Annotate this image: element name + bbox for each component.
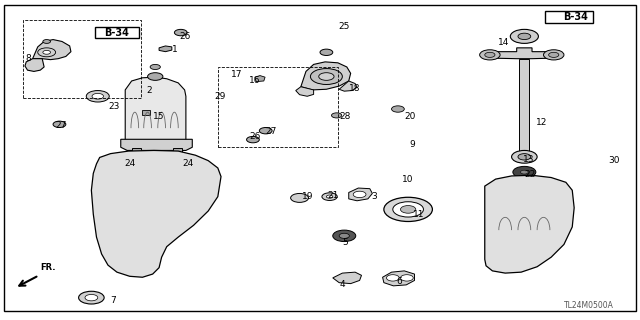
- Text: 4: 4: [339, 280, 345, 289]
- Polygon shape: [255, 76, 265, 82]
- Circle shape: [326, 195, 333, 198]
- Text: 24: 24: [182, 159, 193, 168]
- Text: B-34: B-34: [104, 28, 129, 38]
- Text: 24: 24: [125, 159, 136, 168]
- Circle shape: [174, 29, 187, 36]
- Text: 13: 13: [523, 155, 534, 164]
- Circle shape: [246, 136, 259, 143]
- Bar: [23, 20, 141, 98]
- Text: 27: 27: [55, 121, 67, 130]
- Bar: [95, 28, 139, 38]
- Circle shape: [548, 52, 559, 57]
- Circle shape: [339, 233, 349, 238]
- Bar: [143, 110, 150, 116]
- Polygon shape: [487, 48, 556, 59]
- Text: 25: 25: [338, 22, 349, 31]
- Circle shape: [387, 275, 399, 281]
- Polygon shape: [484, 175, 574, 273]
- Bar: [132, 148, 141, 155]
- Circle shape: [259, 127, 272, 134]
- Text: 26: 26: [250, 132, 261, 140]
- Polygon shape: [159, 46, 172, 52]
- Circle shape: [384, 197, 433, 221]
- Polygon shape: [301, 62, 351, 90]
- Bar: [545, 11, 593, 23]
- Circle shape: [518, 33, 531, 40]
- Text: FR.: FR.: [40, 263, 56, 272]
- Polygon shape: [349, 188, 372, 201]
- Circle shape: [520, 170, 528, 174]
- Polygon shape: [339, 81, 357, 91]
- Circle shape: [310, 68, 342, 84]
- Circle shape: [401, 275, 413, 281]
- Polygon shape: [25, 59, 44, 71]
- Text: 11: 11: [413, 210, 425, 219]
- Text: 10: 10: [402, 175, 413, 184]
- Circle shape: [518, 154, 531, 160]
- Circle shape: [43, 40, 51, 44]
- Circle shape: [38, 48, 56, 57]
- Polygon shape: [125, 77, 186, 142]
- Circle shape: [148, 73, 163, 80]
- Text: 2: 2: [147, 86, 152, 95]
- Circle shape: [86, 91, 109, 102]
- Circle shape: [291, 194, 308, 202]
- Bar: [519, 59, 529, 154]
- Polygon shape: [92, 150, 221, 277]
- Text: 17: 17: [230, 70, 242, 79]
- Circle shape: [85, 294, 98, 301]
- Circle shape: [53, 121, 66, 127]
- Circle shape: [392, 106, 404, 112]
- Text: 5: 5: [342, 238, 348, 247]
- Polygon shape: [121, 139, 192, 150]
- Text: B-34: B-34: [563, 12, 588, 22]
- Circle shape: [332, 113, 342, 118]
- Polygon shape: [33, 40, 71, 60]
- Circle shape: [484, 52, 495, 57]
- Circle shape: [92, 93, 104, 99]
- Polygon shape: [383, 271, 415, 286]
- Circle shape: [320, 49, 333, 55]
- Text: 19: 19: [302, 192, 314, 201]
- Text: 22: 22: [524, 170, 536, 179]
- Circle shape: [513, 166, 536, 178]
- Circle shape: [543, 50, 564, 60]
- Text: 27: 27: [266, 127, 277, 136]
- Text: 16: 16: [248, 76, 260, 85]
- Circle shape: [401, 205, 416, 213]
- Circle shape: [79, 291, 104, 304]
- Text: 15: 15: [153, 113, 164, 122]
- Circle shape: [510, 29, 538, 44]
- Text: 9: 9: [410, 140, 415, 149]
- Circle shape: [150, 64, 161, 69]
- Text: 3: 3: [371, 192, 377, 201]
- Text: 8: 8: [25, 54, 31, 63]
- Text: 6: 6: [397, 277, 403, 286]
- Text: 21: 21: [328, 191, 339, 200]
- Text: 29: 29: [214, 92, 225, 101]
- Text: 12: 12: [536, 118, 547, 127]
- Text: 30: 30: [609, 156, 620, 165]
- Circle shape: [43, 50, 51, 54]
- Text: 1: 1: [172, 44, 177, 54]
- Circle shape: [353, 191, 366, 197]
- Text: 14: 14: [497, 38, 509, 47]
- Text: 28: 28: [339, 112, 351, 121]
- Text: 18: 18: [349, 84, 360, 93]
- Circle shape: [511, 150, 537, 163]
- Polygon shape: [333, 272, 362, 284]
- Text: 26: 26: [179, 32, 191, 41]
- Text: TL24M0500A: TL24M0500A: [564, 301, 614, 310]
- Polygon shape: [296, 87, 314, 96]
- Circle shape: [479, 50, 500, 60]
- Circle shape: [333, 230, 356, 242]
- Bar: [218, 67, 338, 147]
- Circle shape: [393, 202, 424, 217]
- Text: 7: 7: [111, 296, 116, 305]
- Text: 23: 23: [108, 102, 119, 111]
- Text: 20: 20: [404, 112, 415, 121]
- Circle shape: [322, 193, 337, 200]
- Bar: [173, 148, 182, 155]
- Circle shape: [319, 73, 334, 80]
